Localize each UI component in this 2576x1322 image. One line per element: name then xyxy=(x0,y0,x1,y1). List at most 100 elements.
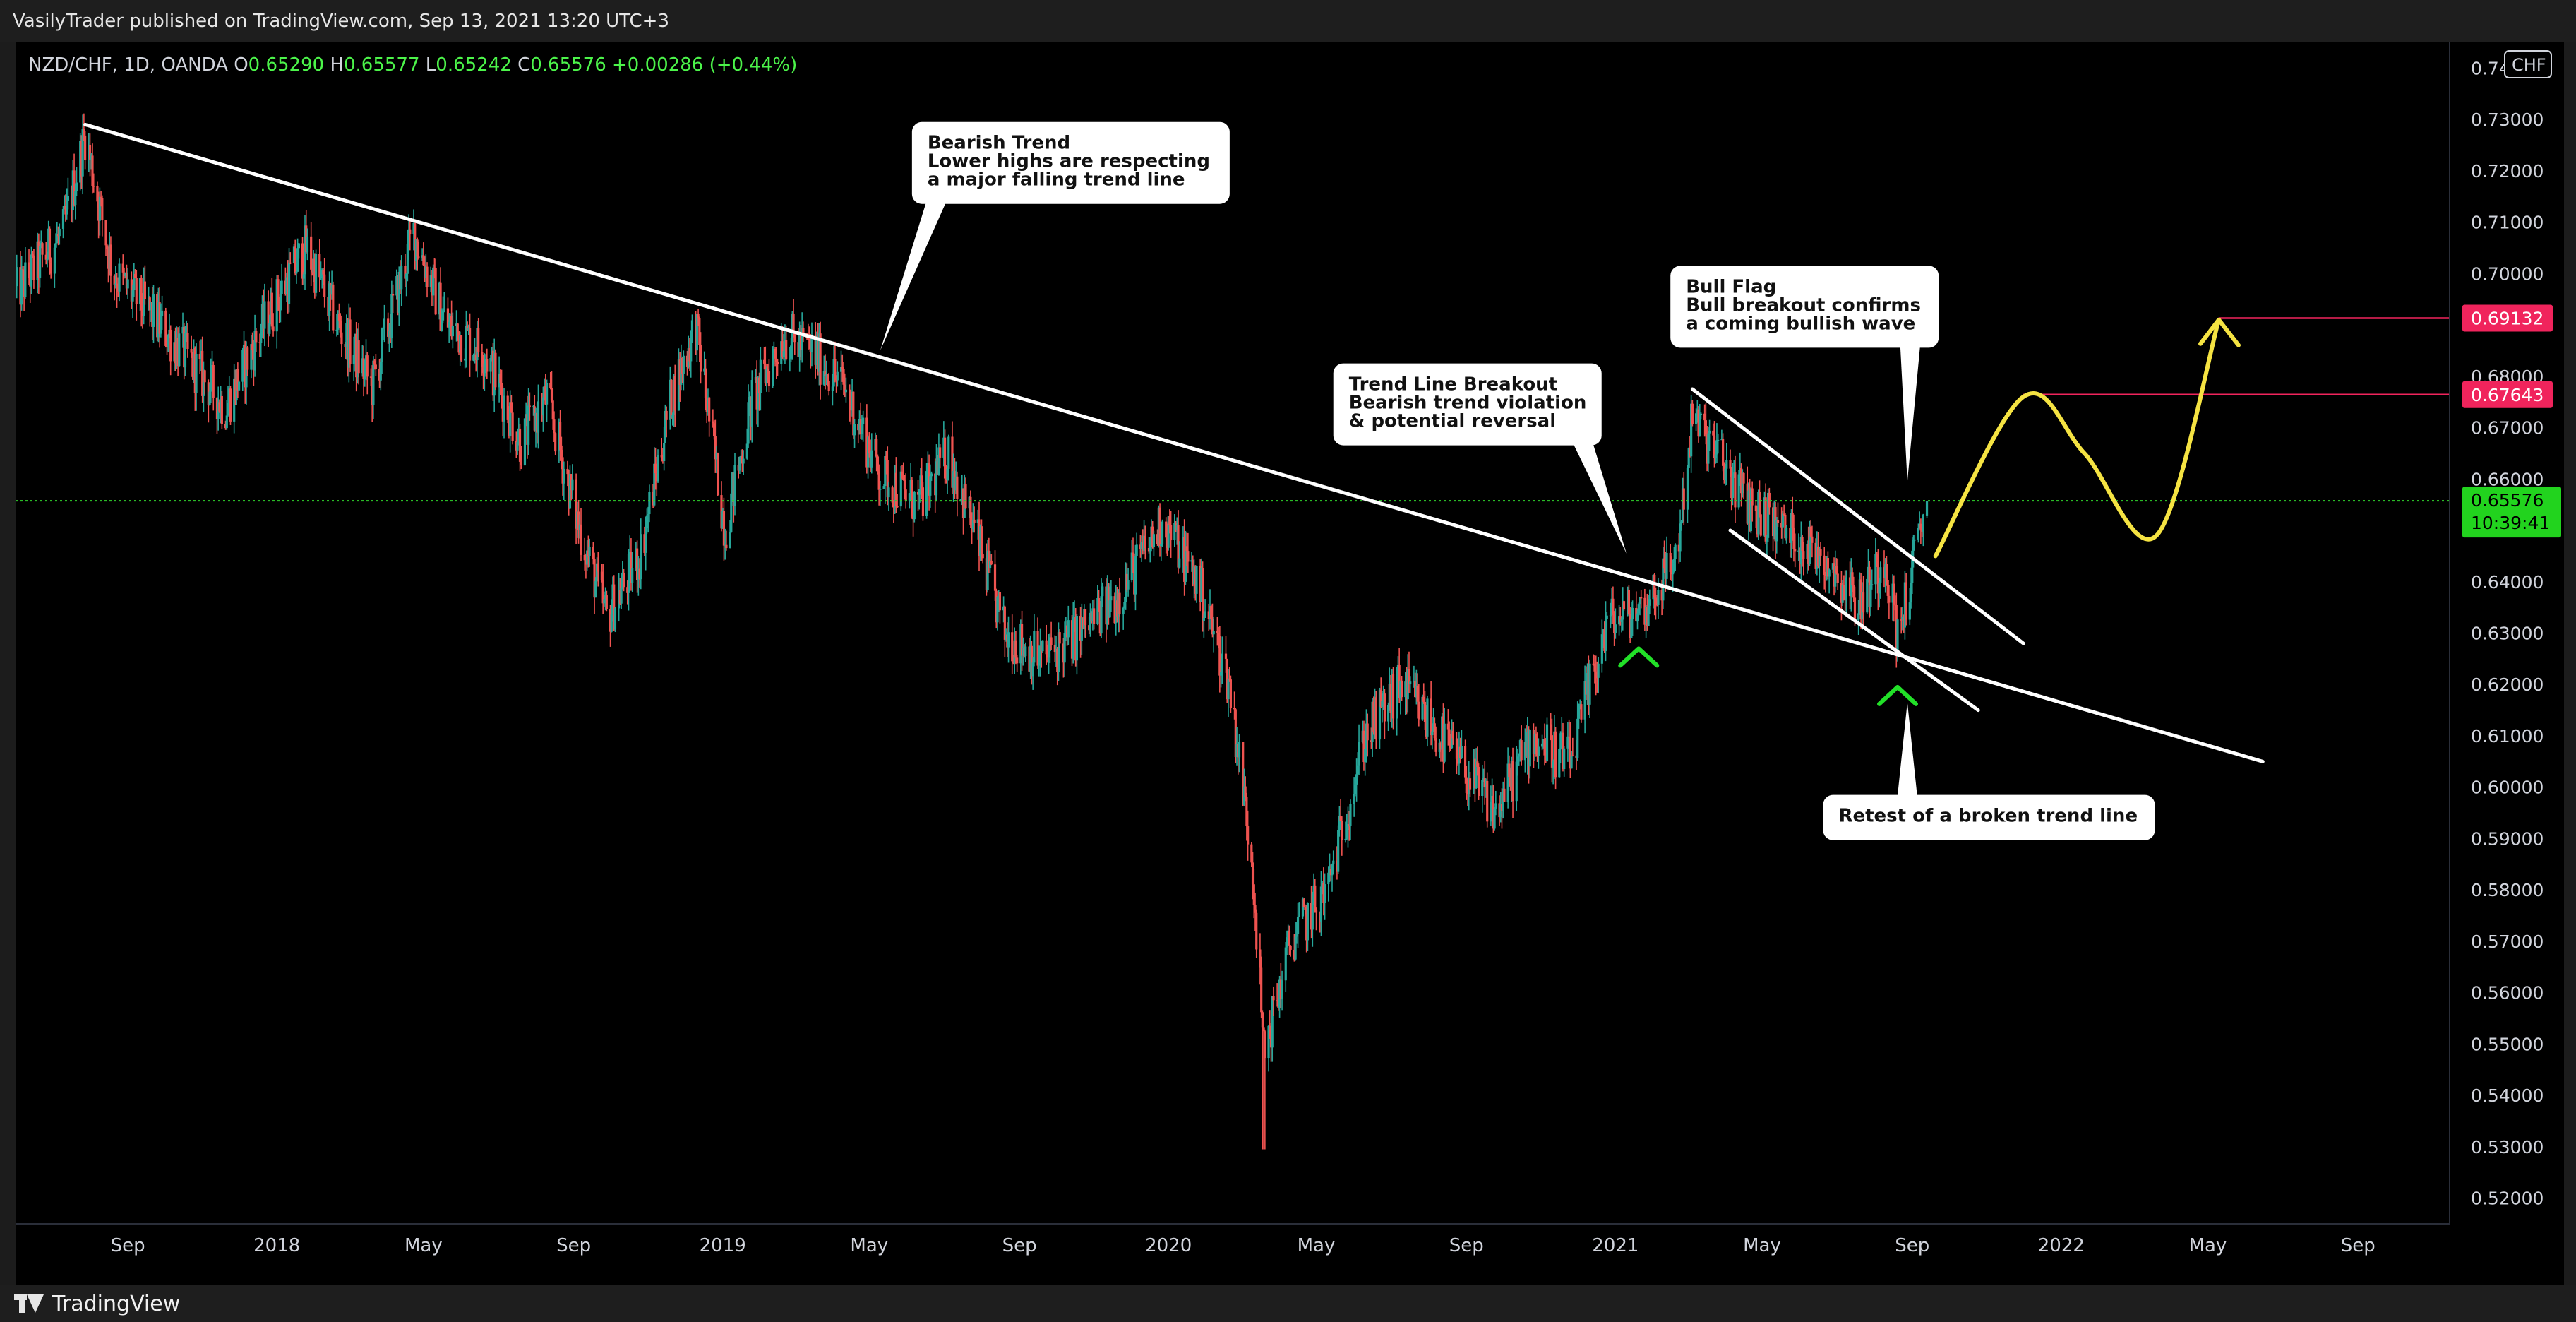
candle xyxy=(876,454,880,475)
candle xyxy=(621,561,624,590)
candle xyxy=(814,322,817,379)
candle xyxy=(749,396,753,441)
candle-body xyxy=(1824,574,1827,576)
candle xyxy=(1133,553,1136,602)
candle-body xyxy=(40,243,42,246)
candle xyxy=(97,191,100,239)
candle xyxy=(1217,626,1220,649)
candle xyxy=(628,535,631,562)
candle xyxy=(1448,721,1451,753)
candle-body xyxy=(1885,564,1888,580)
candle xyxy=(1893,595,1897,611)
candle-body xyxy=(1831,563,1834,570)
candle-body xyxy=(1202,618,1205,621)
candle-body xyxy=(951,436,954,488)
chart-pane[interactable]: Bearish Trend Lower highs are respecting a… xyxy=(16,42,2564,1285)
candle-body xyxy=(551,400,554,420)
price-tick-label: 0.71000 xyxy=(2471,213,2544,233)
candle-body xyxy=(541,401,544,415)
candle xyxy=(1374,691,1377,749)
candle-body xyxy=(826,374,829,381)
candle xyxy=(543,378,546,401)
candle xyxy=(951,421,954,494)
candle-body xyxy=(304,225,306,275)
legend-l-value: 0.65242 xyxy=(436,54,517,76)
candle-body xyxy=(1132,552,1134,556)
candle xyxy=(1648,589,1651,615)
candle-body xyxy=(1776,520,1780,523)
candle-body xyxy=(903,480,906,490)
candle-body xyxy=(628,552,631,554)
candle xyxy=(1209,589,1211,630)
candle xyxy=(1545,738,1547,763)
candle-body xyxy=(647,514,649,516)
candle-body xyxy=(1542,739,1545,744)
candle xyxy=(118,258,121,302)
candle xyxy=(911,477,913,519)
candle xyxy=(1029,635,1032,679)
candle xyxy=(1614,608,1617,639)
tradingview-logo[interactable]: TradingView xyxy=(14,1291,180,1316)
candle-body xyxy=(1416,686,1419,702)
candle-body xyxy=(754,376,757,381)
candle-body xyxy=(499,373,502,383)
candle-body xyxy=(1140,542,1143,549)
candle xyxy=(935,444,938,502)
candle-body xyxy=(491,350,495,396)
candle xyxy=(314,249,318,297)
candle-body xyxy=(1011,632,1014,662)
candle xyxy=(1463,739,1467,784)
candle-body xyxy=(1697,409,1700,437)
candle xyxy=(1498,795,1501,827)
candle-body xyxy=(1212,630,1215,635)
candle xyxy=(645,516,647,571)
candle xyxy=(1269,1010,1271,1039)
candle xyxy=(406,230,409,282)
candle xyxy=(1421,694,1424,721)
candle xyxy=(23,266,25,311)
candle-body xyxy=(1228,678,1231,680)
candle-body xyxy=(1353,794,1355,804)
candle-body xyxy=(277,279,280,304)
candle xyxy=(1724,464,1727,486)
candle-body xyxy=(1281,980,1283,999)
candle-body xyxy=(168,329,171,335)
candle-body xyxy=(245,347,248,388)
candle-body xyxy=(1679,523,1682,552)
candle xyxy=(1260,956,1263,1018)
candle-body xyxy=(1853,597,1857,620)
candle-body xyxy=(767,371,771,386)
candle-body xyxy=(1861,592,1864,619)
candle-body xyxy=(297,243,300,249)
candle xyxy=(121,254,124,285)
candle xyxy=(1500,788,1504,829)
candle xyxy=(218,399,221,413)
candle-body xyxy=(41,243,44,255)
candle-body xyxy=(306,236,309,252)
candle xyxy=(1844,570,1847,612)
candle xyxy=(1475,748,1478,790)
candle-body xyxy=(886,460,889,498)
candle-body xyxy=(824,371,827,376)
candle xyxy=(56,226,60,246)
candle-body xyxy=(280,280,283,294)
candle-body xyxy=(775,358,778,362)
currency-badge[interactable]: CHF xyxy=(2504,50,2552,78)
candle-body xyxy=(712,423,716,436)
candle xyxy=(1604,601,1607,662)
candle xyxy=(1554,727,1557,790)
candle xyxy=(825,360,828,386)
candle-body xyxy=(762,359,766,364)
candle xyxy=(1759,498,1762,537)
candle xyxy=(1680,520,1683,531)
candle xyxy=(1646,593,1648,631)
candle-body xyxy=(1629,614,1631,638)
price-tick-label: 0.58000 xyxy=(2471,880,2544,900)
candle-body xyxy=(870,450,873,468)
candle-body xyxy=(238,381,241,391)
price-axis-background xyxy=(2450,42,2564,1285)
candle-body xyxy=(1003,606,1006,640)
candle-body xyxy=(1627,590,1631,614)
price-tick-label: 0.60000 xyxy=(2471,778,2544,798)
